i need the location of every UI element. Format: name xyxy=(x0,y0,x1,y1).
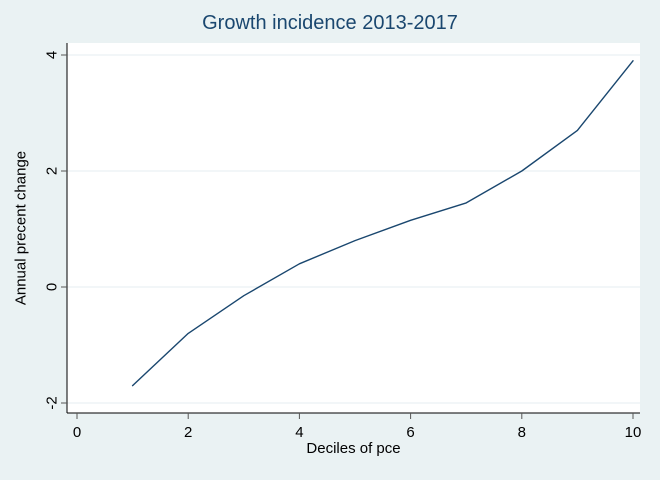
x-tick-label: 4 xyxy=(295,424,303,441)
series-line xyxy=(131,60,634,387)
page-title: Growth incidence 2013-2017 xyxy=(202,12,458,34)
y-axis-title: Annual precent change xyxy=(12,150,30,306)
y-tick-label: 2 xyxy=(44,167,61,175)
x-tick-label: 6 xyxy=(406,424,414,441)
plot-area xyxy=(67,43,640,413)
x-tick-label: 0 xyxy=(73,424,81,441)
x-tick-label: 2 xyxy=(184,424,192,441)
x-axis-title: Deciles of pce xyxy=(306,440,401,457)
y-tick-label: 0 xyxy=(44,283,61,291)
y-tick-label: 4 xyxy=(44,51,61,59)
x-tick-label: 10 xyxy=(625,424,642,441)
x-tick-label: 8 xyxy=(518,424,526,441)
y-tick-label: -2 xyxy=(44,396,61,409)
